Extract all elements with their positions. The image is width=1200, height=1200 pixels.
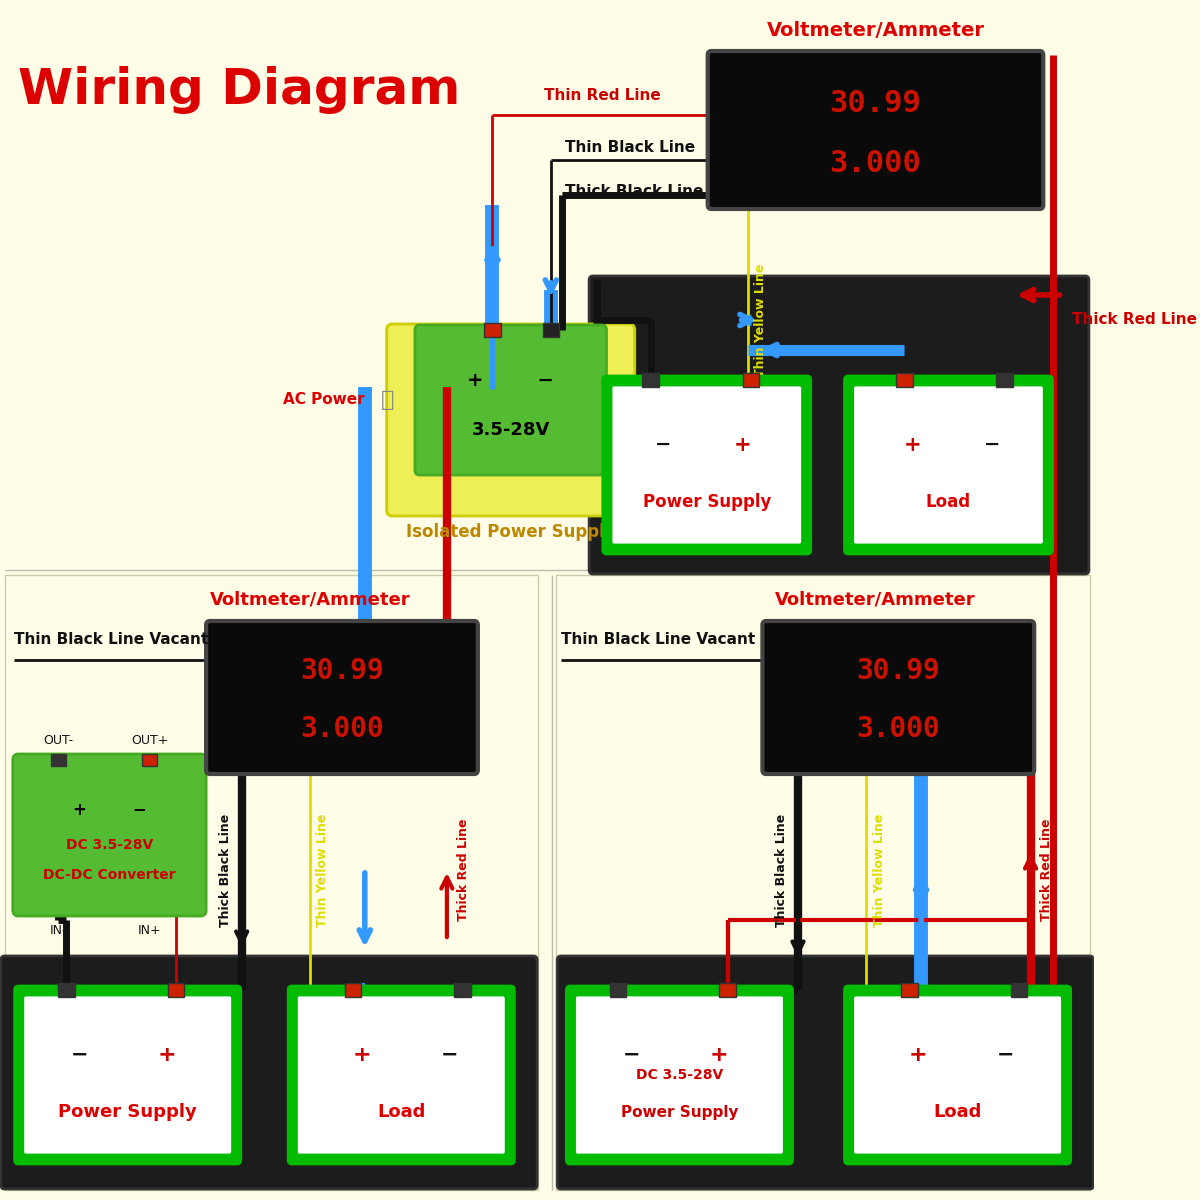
Bar <box>896 373 912 386</box>
Text: DC-DC Converter: DC-DC Converter <box>43 868 175 882</box>
Text: +: + <box>908 1044 928 1064</box>
Text: Voltmeter/Ammeter: Voltmeter/Ammeter <box>767 20 984 40</box>
Text: Voltmeter/Ammeter: Voltmeter/Ammeter <box>210 590 410 608</box>
Text: −: − <box>623 1044 640 1064</box>
Bar <box>642 373 659 386</box>
FancyBboxPatch shape <box>845 986 1070 1164</box>
FancyBboxPatch shape <box>1 956 538 1189</box>
Text: Thin Black Line Vacant: Thin Black Line Vacant <box>560 632 755 648</box>
Text: Wiring Diagram: Wiring Diagram <box>18 66 461 114</box>
Text: Thin Yellow Line: Thin Yellow Line <box>754 263 767 377</box>
Text: Thin Black Line: Thin Black Line <box>565 140 696 156</box>
Text: IN+: IN+ <box>138 924 161 936</box>
Text: ⎓: ⎓ <box>382 390 395 410</box>
FancyBboxPatch shape <box>13 754 206 916</box>
Bar <box>610 983 626 997</box>
FancyBboxPatch shape <box>23 995 233 1154</box>
Bar <box>344 983 361 997</box>
FancyBboxPatch shape <box>566 986 792 1164</box>
Bar <box>901 983 918 997</box>
Text: Load: Load <box>377 1104 426 1122</box>
Text: OUT+: OUT+ <box>131 733 168 746</box>
Text: OUT-: OUT- <box>43 733 73 746</box>
Text: Thin Yellow Line: Thin Yellow Line <box>317 814 329 926</box>
Text: +        −: + − <box>72 802 146 818</box>
FancyBboxPatch shape <box>288 986 515 1164</box>
FancyBboxPatch shape <box>708 50 1043 209</box>
Bar <box>52 754 66 766</box>
Bar <box>743 373 760 386</box>
FancyBboxPatch shape <box>386 324 635 516</box>
Text: +: + <box>353 1044 371 1064</box>
Text: 3.000: 3.000 <box>829 149 922 178</box>
Text: Thick Black Line: Thick Black Line <box>218 814 232 926</box>
Text: −: − <box>440 1044 458 1064</box>
Bar <box>168 983 184 997</box>
FancyBboxPatch shape <box>589 276 1088 574</box>
FancyBboxPatch shape <box>853 995 1062 1154</box>
FancyBboxPatch shape <box>575 995 785 1154</box>
FancyBboxPatch shape <box>206 622 478 774</box>
Text: 30.99: 30.99 <box>857 658 940 685</box>
Text: +: + <box>709 1044 728 1064</box>
FancyBboxPatch shape <box>845 376 1052 554</box>
Text: AC Power: AC Power <box>283 392 365 408</box>
Text: 30.99: 30.99 <box>300 658 384 685</box>
Text: −: − <box>71 1044 89 1064</box>
FancyBboxPatch shape <box>602 376 811 554</box>
Text: Thin Yellow Line: Thin Yellow Line <box>872 814 886 926</box>
Text: +: + <box>157 1044 176 1064</box>
Text: Thick Black Line: Thick Black Line <box>565 185 704 199</box>
Text: Thin Red Line: Thin Red Line <box>544 88 660 102</box>
Text: 3.000: 3.000 <box>300 715 384 743</box>
Text: Load: Load <box>926 493 971 511</box>
Bar <box>996 373 1013 386</box>
Text: Power Supply: Power Supply <box>642 493 770 511</box>
Text: 3.000: 3.000 <box>857 715 940 743</box>
Text: Power Supply: Power Supply <box>59 1104 197 1122</box>
Text: Thick Black Line: Thick Black Line <box>775 814 788 926</box>
Text: IN-: IN- <box>49 924 67 936</box>
Text: Load: Load <box>934 1104 982 1122</box>
FancyBboxPatch shape <box>557 956 1093 1189</box>
FancyBboxPatch shape <box>5 575 538 1190</box>
Text: DC 3.5-28V: DC 3.5-28V <box>636 1068 724 1082</box>
Bar <box>58 983 74 997</box>
Text: Isolated Power Supply: Isolated Power Supply <box>406 523 616 541</box>
Text: Thick Red Line: Thick Red Line <box>1040 818 1054 922</box>
Text: DC 3.5-28V: DC 3.5-28V <box>66 838 154 852</box>
Text: +: + <box>734 434 751 455</box>
Text: 3.5-28V: 3.5-28V <box>472 421 550 439</box>
FancyBboxPatch shape <box>611 385 803 545</box>
Text: 30.99: 30.99 <box>829 89 922 118</box>
Text: Power Supply: Power Supply <box>620 1105 738 1120</box>
Bar <box>1010 983 1027 997</box>
Text: −: − <box>654 436 671 454</box>
Text: Voltmeter/Ammeter: Voltmeter/Ammeter <box>775 590 976 608</box>
Bar <box>455 983 470 997</box>
Text: Thick Red Line: Thick Red Line <box>457 818 469 922</box>
Text: −: − <box>997 1044 1014 1064</box>
Text: Thick Red Line: Thick Red Line <box>1072 312 1196 328</box>
Bar <box>719 983 736 997</box>
FancyBboxPatch shape <box>762 622 1034 774</box>
Bar <box>542 323 559 337</box>
Text: −: − <box>984 436 1001 454</box>
FancyBboxPatch shape <box>296 995 506 1154</box>
Text: Thin Black Line Vacant: Thin Black Line Vacant <box>13 632 208 648</box>
FancyBboxPatch shape <box>557 575 1090 1190</box>
Bar <box>143 754 157 766</box>
FancyBboxPatch shape <box>415 325 606 475</box>
Text: +        −: + − <box>467 371 554 390</box>
FancyBboxPatch shape <box>14 986 241 1164</box>
Text: +: + <box>904 434 922 455</box>
Bar <box>485 323 500 337</box>
FancyBboxPatch shape <box>853 385 1044 545</box>
